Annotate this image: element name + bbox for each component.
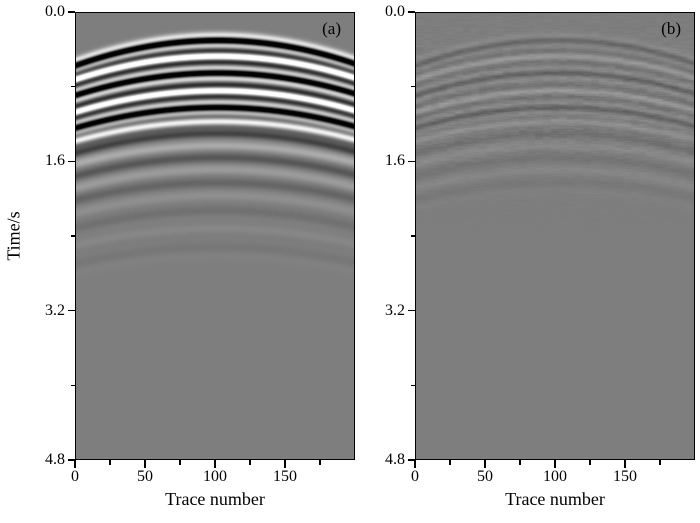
x-tick-label: 0 bbox=[411, 468, 419, 485]
x-minor-tick bbox=[179, 460, 181, 465]
panel-a-label: (a) bbox=[322, 19, 341, 38]
panel-a: (a) bbox=[75, 12, 355, 460]
x-tick bbox=[284, 460, 286, 468]
y-tick-label: 4.8 bbox=[385, 451, 405, 468]
x-axis-label-a: Trace number bbox=[165, 489, 265, 509]
x-minor-tick bbox=[519, 460, 521, 465]
y-tick bbox=[407, 11, 415, 13]
x-tick bbox=[484, 460, 486, 468]
y-tick-label: 0.0 bbox=[385, 3, 405, 20]
y-tick-label: 0.0 bbox=[45, 3, 65, 20]
x-minor-tick bbox=[449, 460, 451, 465]
y-tick-label: 1.6 bbox=[45, 152, 65, 170]
y-tick bbox=[407, 309, 415, 312]
x-tick-label: 50 bbox=[477, 468, 493, 485]
x-tick bbox=[414, 460, 416, 468]
x-minor-tick bbox=[659, 460, 661, 465]
x-tick bbox=[144, 460, 146, 468]
y-tick bbox=[67, 160, 75, 163]
seismic-section-b bbox=[415, 12, 695, 460]
x-axis-label-b: Trace number bbox=[505, 489, 605, 509]
y-tick bbox=[67, 11, 75, 13]
panel-b-label: (b) bbox=[661, 19, 681, 38]
y-tick bbox=[407, 459, 415, 461]
x-tick bbox=[74, 460, 76, 468]
y-tick-label: 1.6 bbox=[385, 152, 405, 170]
y-axis-label: Time/s bbox=[3, 211, 24, 261]
y-tick bbox=[67, 459, 75, 461]
x-minor-tick bbox=[109, 460, 111, 465]
y-minor-tick bbox=[70, 384, 75, 386]
y-minor-tick bbox=[410, 235, 415, 237]
y-minor-tick bbox=[410, 384, 415, 386]
y-tick-label: 4.8 bbox=[45, 451, 65, 468]
y-tick-label: 3.2 bbox=[45, 301, 65, 319]
x-minor-tick bbox=[589, 460, 591, 465]
x-tick-label: 100 bbox=[203, 468, 227, 485]
panel-b: (b) bbox=[415, 12, 695, 460]
y-minor-tick bbox=[70, 86, 75, 88]
x-tick bbox=[624, 460, 626, 468]
y-minor-tick bbox=[70, 235, 75, 237]
x-tick-label: 100 bbox=[543, 468, 567, 485]
x-tick bbox=[554, 460, 556, 468]
y-tick bbox=[67, 309, 75, 312]
x-tick-label: 150 bbox=[613, 468, 637, 485]
x-tick-label: 50 bbox=[137, 468, 153, 485]
y-tick bbox=[407, 160, 415, 163]
x-minor-tick bbox=[249, 460, 251, 465]
y-tick-label: 3.2 bbox=[385, 301, 405, 319]
x-tick-label: 0 bbox=[71, 468, 79, 485]
x-tick-label: 150 bbox=[273, 468, 297, 485]
x-tick bbox=[214, 460, 216, 468]
seismic-section-a bbox=[75, 12, 355, 460]
x-minor-tick bbox=[319, 460, 321, 465]
y-minor-tick bbox=[410, 86, 415, 88]
